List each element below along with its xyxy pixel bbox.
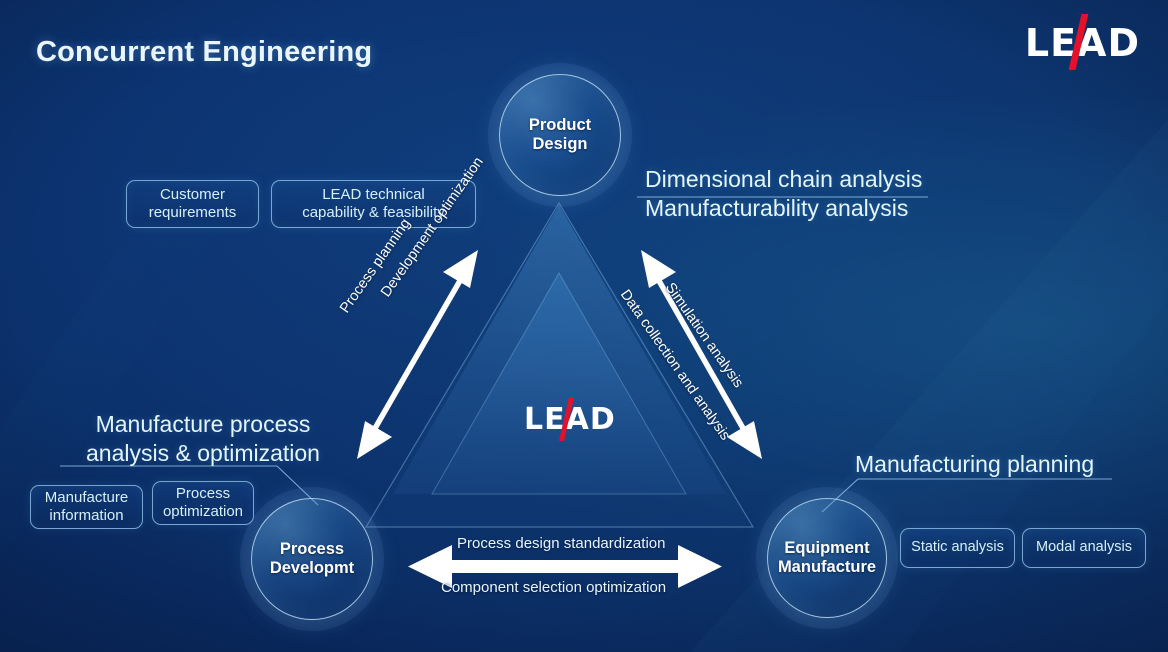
tag-text: Manufacture information: [45, 489, 128, 526]
node-line-2: Design: [532, 135, 588, 153]
callout-line-1: Manufacturing planning: [855, 451, 1095, 477]
node-process-development[interactable]: Process Developmt: [251, 498, 373, 620]
lead-logo-center: LEAD: [524, 397, 616, 441]
tag-text: Process optimization: [163, 485, 243, 522]
node-line-2: Manufacture: [777, 558, 877, 576]
callout-line-1: Manufacture process: [95, 411, 311, 437]
callout-line-2: analysis & optimization: [86, 440, 320, 467]
node-line-1: Process: [279, 539, 345, 558]
node-product-design[interactable]: Product Design: [499, 74, 621, 196]
node-line-1: Product: [528, 115, 592, 134]
arrow-left-diagonal: [357, 250, 478, 459]
tag-line-2: requirements: [148, 204, 237, 221]
tag-line-1: LEAD technical: [322, 185, 425, 203]
tag-process-optimization[interactable]: Process optimization: [152, 481, 254, 525]
tag-line-1: Process: [175, 484, 231, 502]
inner-triangle-core: [431, 271, 687, 495]
tag-line-2: information: [49, 507, 124, 524]
tag-manufacture-information[interactable]: Manufacture information: [30, 485, 143, 529]
callout-line-1: Dimensional chain analysis: [645, 166, 923, 192]
tag-line-2: capability & feasibility: [302, 204, 445, 221]
callout-product-design: Dimensional chain analysis Manufacturabi…: [645, 165, 922, 224]
tag-text: Static analysis: [911, 539, 1004, 556]
node-process-development-label: Process Developmt: [270, 540, 354, 579]
arrow-bottom-horizontal: [408, 545, 722, 588]
tag-line-2: optimization: [162, 503, 244, 520]
node-product-design-label: Product Design: [529, 116, 591, 155]
callout-process-development: Manufacture process analysis & optimizat…: [48, 410, 358, 469]
tag-line-1: Manufacture: [44, 488, 129, 506]
tag-modal-analysis[interactable]: Modal analysis: [1022, 528, 1146, 568]
arrow-right-diagonal: [641, 250, 762, 459]
page-title: Concurrent Engineering: [36, 36, 373, 68]
arrow-label-component-selection-optimization: Component selection optimization: [441, 579, 667, 596]
callout-manufacturing-planning: Manufacturing planning: [855, 450, 1094, 479]
tag-lead-technical-capability[interactable]: LEAD technical capability & feasibility: [271, 180, 476, 228]
tag-customer-requirements[interactable]: Customer requirements: [126, 180, 259, 228]
node-equipment-manufacture[interactable]: Equipment Manufacture: [767, 498, 887, 618]
tag-line-1: Customer: [159, 185, 225, 203]
arrow-label-process-design-standardization: Process design standardization: [457, 535, 666, 552]
tag-text: Customer requirements: [149, 186, 237, 223]
node-line-2: Developmt: [269, 559, 355, 577]
tag-text: LEAD technical capability & feasibility: [302, 186, 445, 223]
tag-text: Modal analysis: [1036, 539, 1132, 556]
lead-logo: LEAD: [1025, 14, 1140, 70]
node-equipment-manufacture-label: Equipment Manufacture: [778, 539, 876, 578]
tag-static-analysis[interactable]: Static analysis: [900, 528, 1015, 568]
node-line-1: Equipment: [784, 538, 870, 557]
callout-line-2: Manufacturability analysis: [645, 195, 909, 222]
